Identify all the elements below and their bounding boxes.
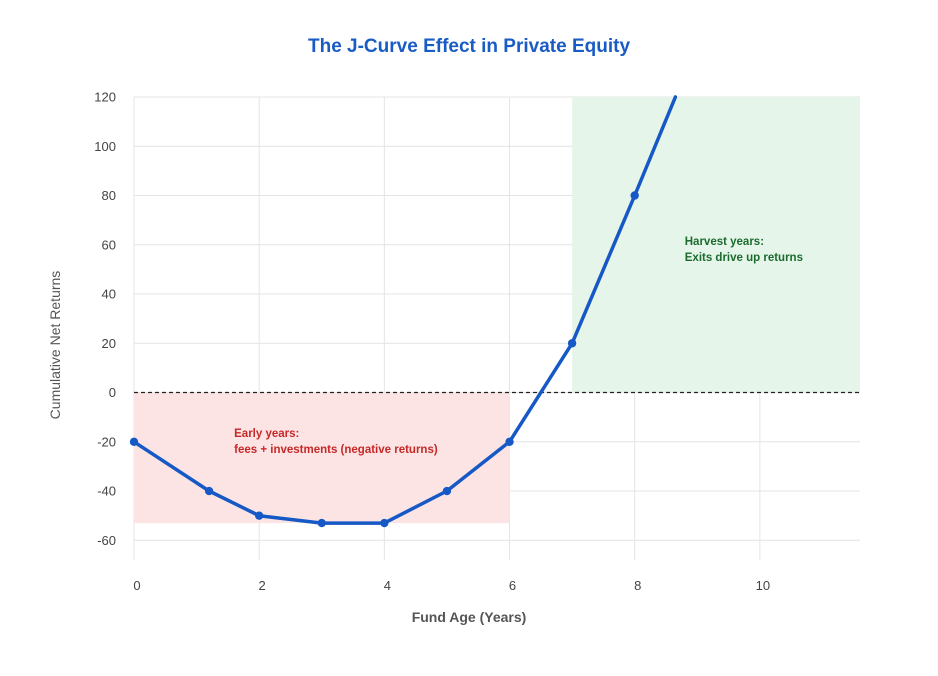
y-tick-label: 40 bbox=[102, 287, 116, 302]
y-tick-label: -40 bbox=[97, 484, 116, 499]
data-point bbox=[204, 486, 214, 496]
x-tick-label: 2 bbox=[259, 578, 266, 593]
y-tick-label: -20 bbox=[97, 434, 116, 449]
y-tick-label: 120 bbox=[94, 90, 116, 105]
annotation-text: fees + investments (negative returns) bbox=[234, 444, 438, 456]
annotation-text: Harvest years: bbox=[685, 236, 764, 248]
region-layer bbox=[134, 97, 860, 524]
region-early bbox=[134, 392, 510, 524]
series-line bbox=[132, 95, 678, 525]
y-tick-label: 0 bbox=[109, 385, 116, 400]
y-tick-label: -60 bbox=[97, 533, 116, 548]
x-tick-label: 4 bbox=[384, 578, 391, 593]
y-tick-label: 80 bbox=[102, 188, 116, 203]
y-tick-label: 100 bbox=[94, 139, 116, 154]
annotation-text: Exits drive up returns bbox=[685, 252, 803, 264]
data-point bbox=[129, 437, 139, 446]
chart-title: The J-Curve Effect in Private Equity bbox=[307, 36, 631, 57]
data-point bbox=[380, 518, 389, 528]
data-point bbox=[254, 511, 264, 520]
annotation-text: Early years: bbox=[234, 428, 299, 440]
data-point bbox=[567, 339, 577, 348]
x-tick-label: 10 bbox=[756, 578, 770, 593]
data-point bbox=[442, 486, 452, 496]
x-axis-title: Fund Age (Years) bbox=[412, 609, 527, 625]
x-tick-label: 6 bbox=[509, 578, 516, 593]
x-tick-label: 8 bbox=[634, 578, 641, 593]
y-tick-label: 60 bbox=[102, 237, 116, 252]
data-point bbox=[630, 191, 639, 200]
data-point bbox=[505, 437, 514, 446]
region-harvest bbox=[572, 97, 860, 393]
x-tick-label: 0 bbox=[133, 578, 140, 593]
y-tick-label: 20 bbox=[102, 336, 116, 351]
data-layer bbox=[129, 95, 860, 528]
y-axis-title: Cumulative Net Returns bbox=[47, 271, 63, 420]
data-point bbox=[317, 518, 326, 528]
